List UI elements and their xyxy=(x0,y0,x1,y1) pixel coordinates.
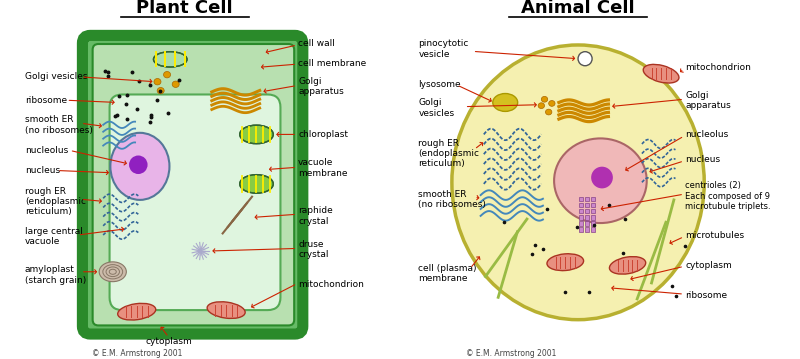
Ellipse shape xyxy=(195,246,206,256)
Ellipse shape xyxy=(157,88,164,94)
Text: Animal Cell: Animal Cell xyxy=(522,0,635,17)
Circle shape xyxy=(578,52,592,66)
Text: microtubules: microtubules xyxy=(685,231,744,240)
Text: nucleus: nucleus xyxy=(685,155,720,164)
Text: cytoplasm: cytoplasm xyxy=(685,261,732,270)
Ellipse shape xyxy=(549,101,555,106)
Text: pinocytotic
vesicle: pinocytotic vesicle xyxy=(418,39,469,59)
Text: cell (plasma)
membrane: cell (plasma) membrane xyxy=(418,264,477,283)
Bar xyxy=(578,209,583,213)
Ellipse shape xyxy=(546,109,552,115)
Ellipse shape xyxy=(240,125,274,144)
Text: mitochondrion: mitochondrion xyxy=(298,280,364,289)
Ellipse shape xyxy=(643,64,679,83)
Ellipse shape xyxy=(610,257,646,274)
Text: Golgi
vesicles: Golgi vesicles xyxy=(418,98,454,118)
Ellipse shape xyxy=(493,94,518,111)
Bar xyxy=(585,227,590,232)
Ellipse shape xyxy=(172,81,179,88)
Text: chloroplast: chloroplast xyxy=(298,130,348,139)
FancyBboxPatch shape xyxy=(82,36,303,334)
Bar xyxy=(591,221,595,226)
Bar xyxy=(585,197,590,201)
Text: lysosome: lysosome xyxy=(418,80,461,89)
Bar xyxy=(585,209,590,213)
Bar xyxy=(578,227,583,232)
Text: vacuole
membrane: vacuole membrane xyxy=(298,158,347,178)
Text: nucleolus: nucleolus xyxy=(685,130,728,139)
Text: cell wall: cell wall xyxy=(298,39,335,48)
Ellipse shape xyxy=(118,303,156,320)
Ellipse shape xyxy=(129,155,147,174)
Ellipse shape xyxy=(542,97,548,102)
Text: smooth ER
(no ribosomes): smooth ER (no ribosomes) xyxy=(25,115,93,135)
Text: Golgi
apparatus: Golgi apparatus xyxy=(685,90,731,110)
Text: ribosome: ribosome xyxy=(685,290,727,299)
Text: cell membrane: cell membrane xyxy=(298,59,366,68)
Text: Golgi vesicles: Golgi vesicles xyxy=(25,73,87,81)
Text: centrioles (2)
Each composed of 9
microtubule triplets.: centrioles (2) Each composed of 9 microt… xyxy=(685,181,770,211)
FancyBboxPatch shape xyxy=(93,44,294,325)
Bar xyxy=(578,221,583,226)
Bar xyxy=(585,215,590,220)
Text: Plant Cell: Plant Cell xyxy=(136,0,233,17)
Ellipse shape xyxy=(154,52,187,67)
Ellipse shape xyxy=(207,302,245,318)
Bar xyxy=(591,197,595,201)
Bar xyxy=(591,209,595,213)
Bar xyxy=(585,203,590,207)
Text: large central
vacuole: large central vacuole xyxy=(25,227,82,246)
Ellipse shape xyxy=(547,254,583,271)
Ellipse shape xyxy=(110,133,170,200)
Text: nucleolus: nucleolus xyxy=(25,146,68,155)
Ellipse shape xyxy=(154,79,161,85)
Ellipse shape xyxy=(240,175,274,193)
Bar xyxy=(585,221,590,226)
Bar xyxy=(578,215,583,220)
Text: ribosome: ribosome xyxy=(25,96,67,105)
Text: raphide
crystal: raphide crystal xyxy=(298,206,333,225)
Text: © E.M. Armstrong 2001: © E.M. Armstrong 2001 xyxy=(92,349,182,358)
Text: mitochondrion: mitochondrion xyxy=(685,63,751,72)
Text: druse
crystal: druse crystal xyxy=(298,240,329,259)
Bar xyxy=(591,215,595,220)
Text: © E.M. Armstrong 2001: © E.M. Armstrong 2001 xyxy=(466,349,557,358)
Text: rough ER
(endoplasmic
reticulum): rough ER (endoplasmic reticulum) xyxy=(418,139,479,168)
Bar xyxy=(591,227,595,232)
Ellipse shape xyxy=(452,45,704,320)
Text: rough ER
(endoplasmic
reticulum): rough ER (endoplasmic reticulum) xyxy=(25,187,86,216)
Ellipse shape xyxy=(163,71,170,78)
Ellipse shape xyxy=(99,262,126,282)
Bar xyxy=(578,203,583,207)
Text: smooth ER
(no ribosomes): smooth ER (no ribosomes) xyxy=(418,190,486,209)
Bar xyxy=(591,203,595,207)
Ellipse shape xyxy=(538,103,545,108)
Ellipse shape xyxy=(591,167,613,188)
Text: amyloplast
(starch grain): amyloplast (starch grain) xyxy=(25,265,86,285)
Bar xyxy=(578,197,583,201)
Text: Golgi
apparatus: Golgi apparatus xyxy=(298,77,344,96)
Ellipse shape xyxy=(554,139,646,223)
FancyBboxPatch shape xyxy=(110,94,281,310)
Text: cytoplasm: cytoplasm xyxy=(146,337,192,346)
Text: nucleus: nucleus xyxy=(25,166,60,175)
